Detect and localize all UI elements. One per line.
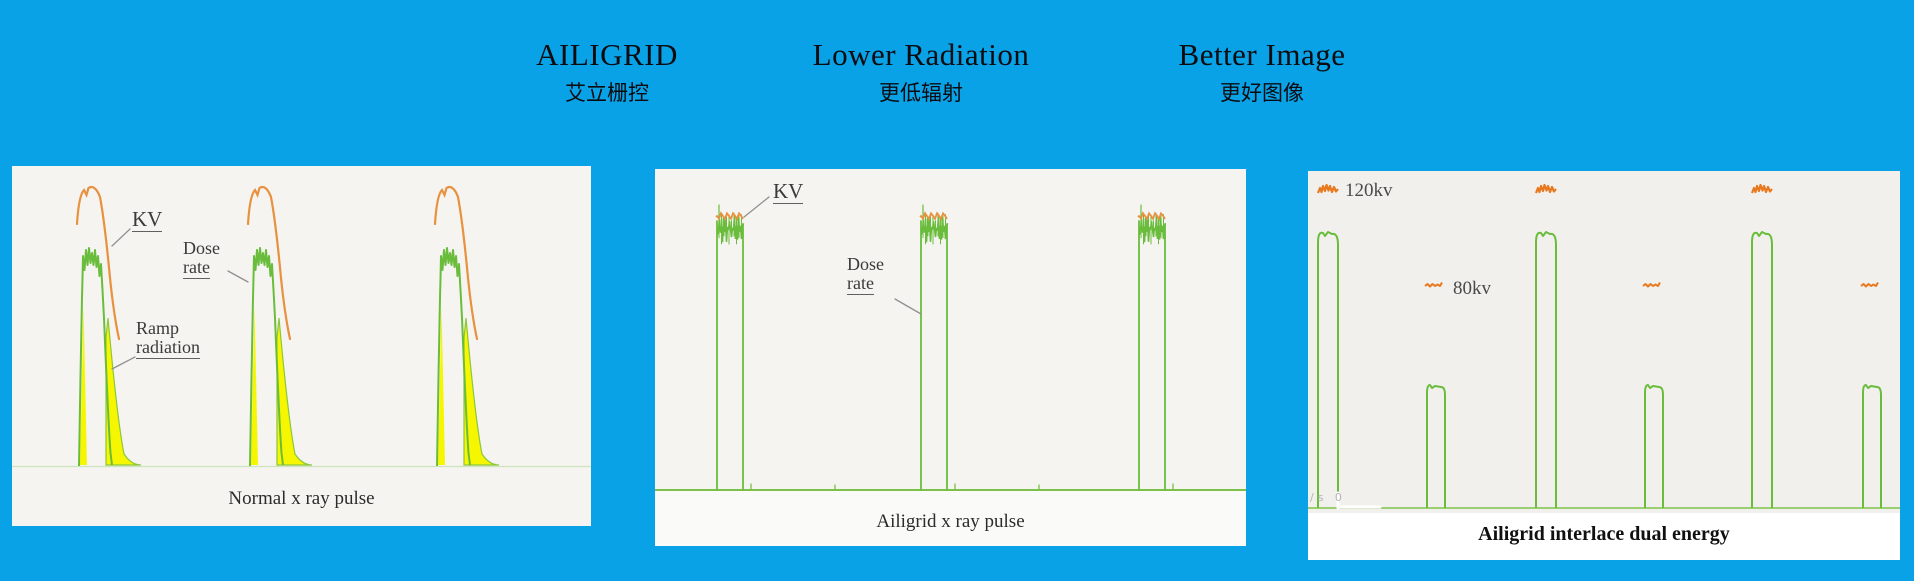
header-item-better-image: Better Image 更好图像 xyxy=(1072,37,1452,106)
subtitle-ailigrid-zh: 艾立栅控 xyxy=(565,81,649,105)
chart-panel-interlace-dual-energy: 120kv 80kv /s 0 Ailigrid interlace dual … xyxy=(1308,171,1900,560)
kv-annotation: KV xyxy=(132,207,163,233)
caption-normal-pulse: Normal x ray pulse xyxy=(228,488,375,509)
header-item-ailigrid: AILIGRID 艾立栅控 xyxy=(417,37,797,106)
label-120kv: 120kv xyxy=(1345,180,1393,201)
interlace-waveform xyxy=(1308,183,1900,510)
caption-ailigrid-pulse: Ailigrid x ray pulse xyxy=(876,511,1025,532)
scope-readout: /s 0 xyxy=(1310,491,1346,504)
normal-pulse-waveform xyxy=(12,185,591,468)
caption-interlace-dual-energy: Ailigrid interlace dual energy xyxy=(1478,523,1730,545)
subtitle-better-image-zh: 更好图像 xyxy=(1220,81,1304,105)
label-80kv: 80kv xyxy=(1453,278,1491,299)
baseline-band xyxy=(655,491,1246,546)
title-lower-radiation: Lower Radiation xyxy=(812,37,1030,72)
ailigrid-pulse-waveform xyxy=(655,196,1246,491)
ramp-radiation-annotation: Ramp radiation xyxy=(136,318,200,359)
caption-band: Ailigrid interlace dual energy xyxy=(1308,513,1900,560)
chart-panel-ailigrid-pulse: KV Dose rate Ailigrid x ray pulse xyxy=(655,169,1246,546)
chart-panel-normal-pulse: KV Dose rate Ramp radiation Normal x ray… xyxy=(12,166,591,526)
dose-rate-annotation: Dose rate xyxy=(847,254,884,295)
title-better-image: Better Image xyxy=(1178,37,1346,72)
title-ailigrid: AILIGRID xyxy=(536,37,678,72)
kv-annotation: KV xyxy=(773,179,804,205)
subtitle-lower-radiation-zh: 更低辐射 xyxy=(879,81,963,105)
dose-rate-annotation: Dose rate xyxy=(183,238,220,279)
header-item-lower-radiation: Lower Radiation 更低辐射 xyxy=(731,37,1111,106)
